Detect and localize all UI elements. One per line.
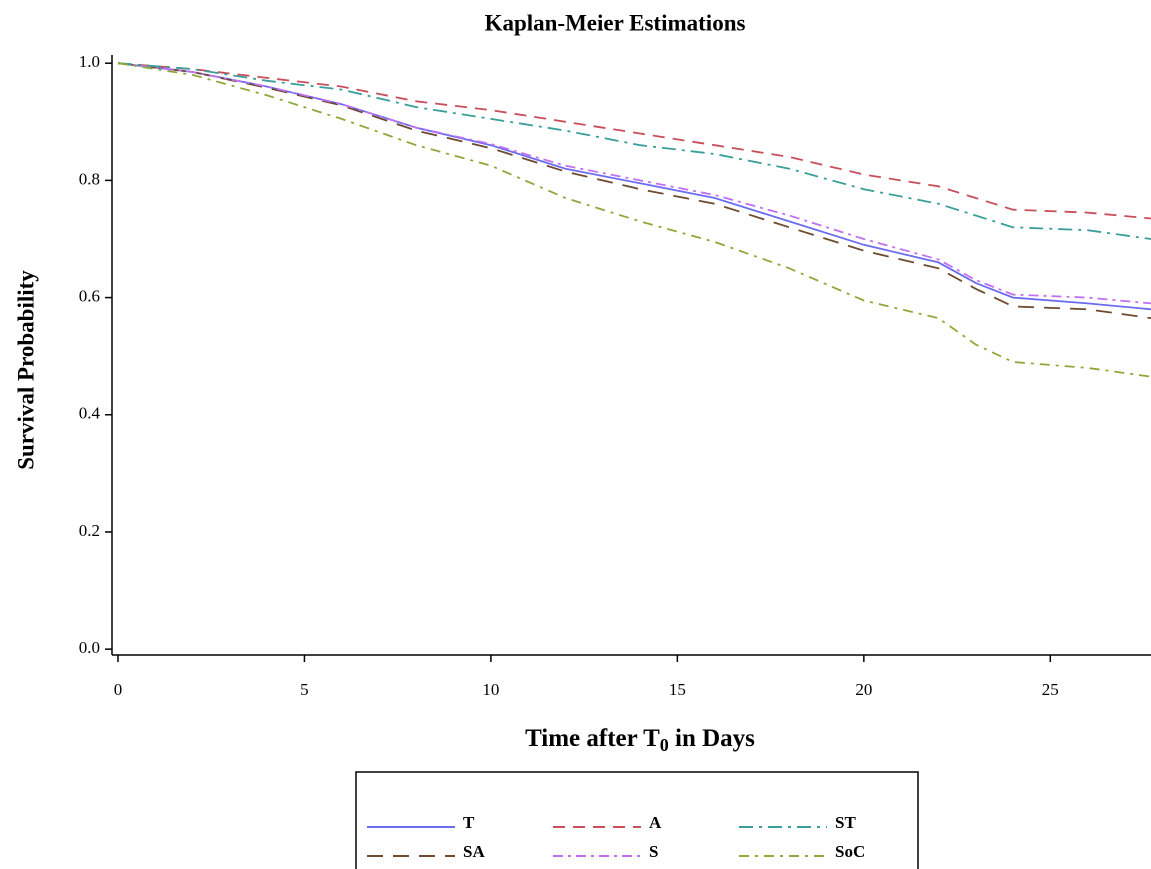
y-axis-label: Survival Probability — [13, 270, 38, 470]
series-line — [117, 62, 1151, 305]
x-tick-label: 10 — [482, 680, 499, 699]
series-line — [117, 62, 1151, 240]
series-line — [117, 62, 1151, 311]
x-tick-label: 25 — [1042, 680, 1059, 699]
y-tick-label: 0.6 — [79, 286, 100, 305]
x-tick-label: 20 — [855, 680, 872, 699]
legend-label: S — [649, 842, 658, 861]
y-tick-label: 0.2 — [79, 521, 100, 540]
x-label-text: in Days — [669, 725, 755, 752]
legend-label: SoC — [835, 842, 865, 861]
x-label-text: Time after T — [525, 725, 660, 752]
legend-label: ST — [835, 813, 856, 832]
legend-label: A — [649, 813, 662, 832]
series-line — [117, 62, 1151, 319]
legend-label: SA — [463, 842, 485, 861]
legend-box — [355, 771, 919, 869]
x-axis-label: Time after T0 in Days — [525, 725, 755, 755]
y-tick-label: 0.0 — [79, 638, 100, 657]
y-tick-label: 0.8 — [79, 169, 100, 188]
legend-label: T — [463, 813, 475, 832]
x-tick-label: 0 — [114, 680, 123, 699]
x-tick-label: 5 — [300, 680, 309, 699]
series-line — [117, 62, 1151, 378]
x-label-subscript: 0 — [660, 735, 669, 755]
series-line — [117, 62, 1151, 220]
y-tick-label: 1.0 — [79, 52, 100, 71]
chart-title: Kaplan-Meier Estimations — [485, 10, 746, 35]
x-tick-label: 15 — [669, 680, 686, 699]
y-tick-label: 0.4 — [79, 404, 101, 423]
